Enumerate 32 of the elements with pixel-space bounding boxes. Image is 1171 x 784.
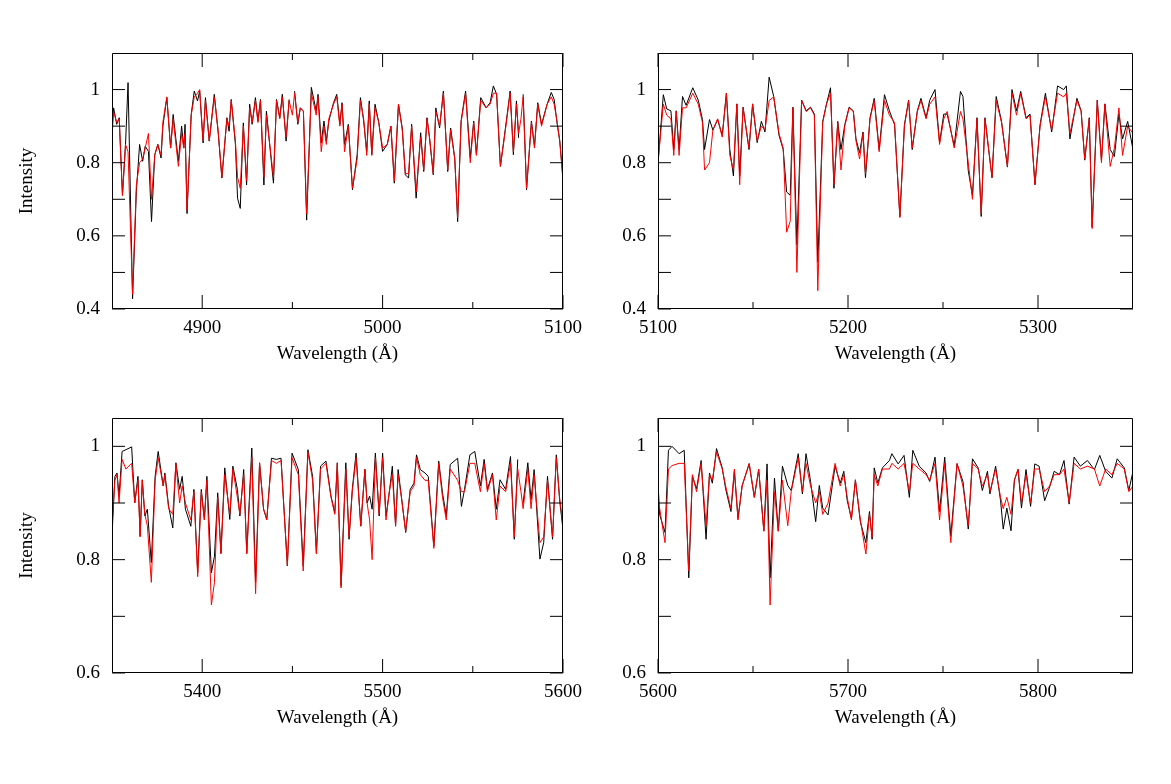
y-tick-label: 0.8 [622, 547, 646, 569]
y-tick-label: 1 [636, 77, 646, 99]
y-axis-title: Intensity [15, 511, 37, 579]
x-axis-title: Wavelength (Å) [276, 705, 399, 728]
y-axis-title: Intensity [15, 147, 37, 215]
x-tick-label: 5600 [544, 680, 582, 702]
x-tick-label: 5400 [183, 680, 222, 702]
x-tick-label: 5500 [363, 680, 402, 702]
y-tick-label: 0.8 [76, 547, 100, 569]
x-tick-label: 5300 [1019, 316, 1057, 338]
y-tick-label: 0.6 [76, 223, 100, 245]
y-tick-label: 0.6 [622, 223, 646, 245]
x-axis-title: Wavelength (Å) [276, 341, 399, 364]
y-tick-label: 0.6 [622, 660, 646, 682]
x-tick-label: 5700 [829, 680, 867, 702]
y-tick-label: 1 [90, 77, 100, 99]
y-tick-label: 0.4 [622, 296, 647, 318]
x-tick-label: 5100 [544, 316, 582, 338]
x-axis-title: Wavelength (Å) [834, 705, 957, 728]
y-tick-label: 0.8 [76, 150, 100, 172]
x-tick-label: 5100 [639, 316, 677, 338]
y-tick-label: 1 [90, 434, 100, 456]
x-tick-label: 5200 [829, 316, 867, 338]
x-tick-label: 4900 [183, 316, 222, 338]
y-tick-label: 0.8 [622, 150, 646, 172]
x-tick-label: 5600 [639, 680, 677, 702]
y-tick-label: 1 [636, 434, 646, 456]
x-axis-title: Wavelength (Å) [834, 341, 957, 364]
y-tick-label: 0.4 [76, 296, 101, 318]
x-tick-label: 5800 [1019, 680, 1057, 702]
y-tick-label: 0.6 [76, 660, 100, 682]
x-tick-label: 5000 [363, 316, 402, 338]
